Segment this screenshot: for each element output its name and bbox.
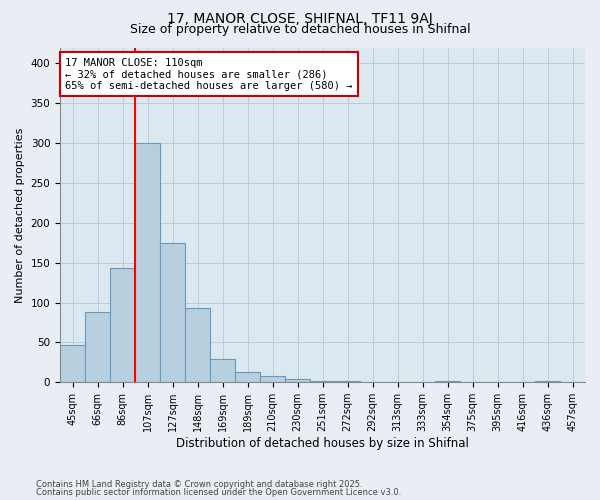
Bar [110,268,135,382]
Bar [285,379,310,382]
X-axis label: Distribution of detached houses by size in Shifnal: Distribution of detached houses by size … [176,437,469,450]
Text: Contains HM Land Registry data © Crown copyright and database right 2025.: Contains HM Land Registry data © Crown c… [36,480,362,489]
Bar [235,372,260,382]
Text: 17, MANOR CLOSE, SHIFNAL, TF11 9AJ: 17, MANOR CLOSE, SHIFNAL, TF11 9AJ [167,12,433,26]
Text: Contains public sector information licensed under the Open Government Licence v3: Contains public sector information licen… [36,488,401,497]
Bar [135,143,160,382]
Bar [185,308,210,382]
Bar [60,345,85,382]
Bar [85,312,110,382]
Text: 17 MANOR CLOSE: 110sqm
← 32% of detached houses are smaller (286)
65% of semi-de: 17 MANOR CLOSE: 110sqm ← 32% of detached… [65,58,353,90]
Y-axis label: Number of detached properties: Number of detached properties [15,127,25,302]
Bar [160,243,185,382]
Bar [310,380,335,382]
Bar [210,359,235,382]
Bar [260,376,285,382]
Text: Size of property relative to detached houses in Shifnal: Size of property relative to detached ho… [130,22,470,36]
